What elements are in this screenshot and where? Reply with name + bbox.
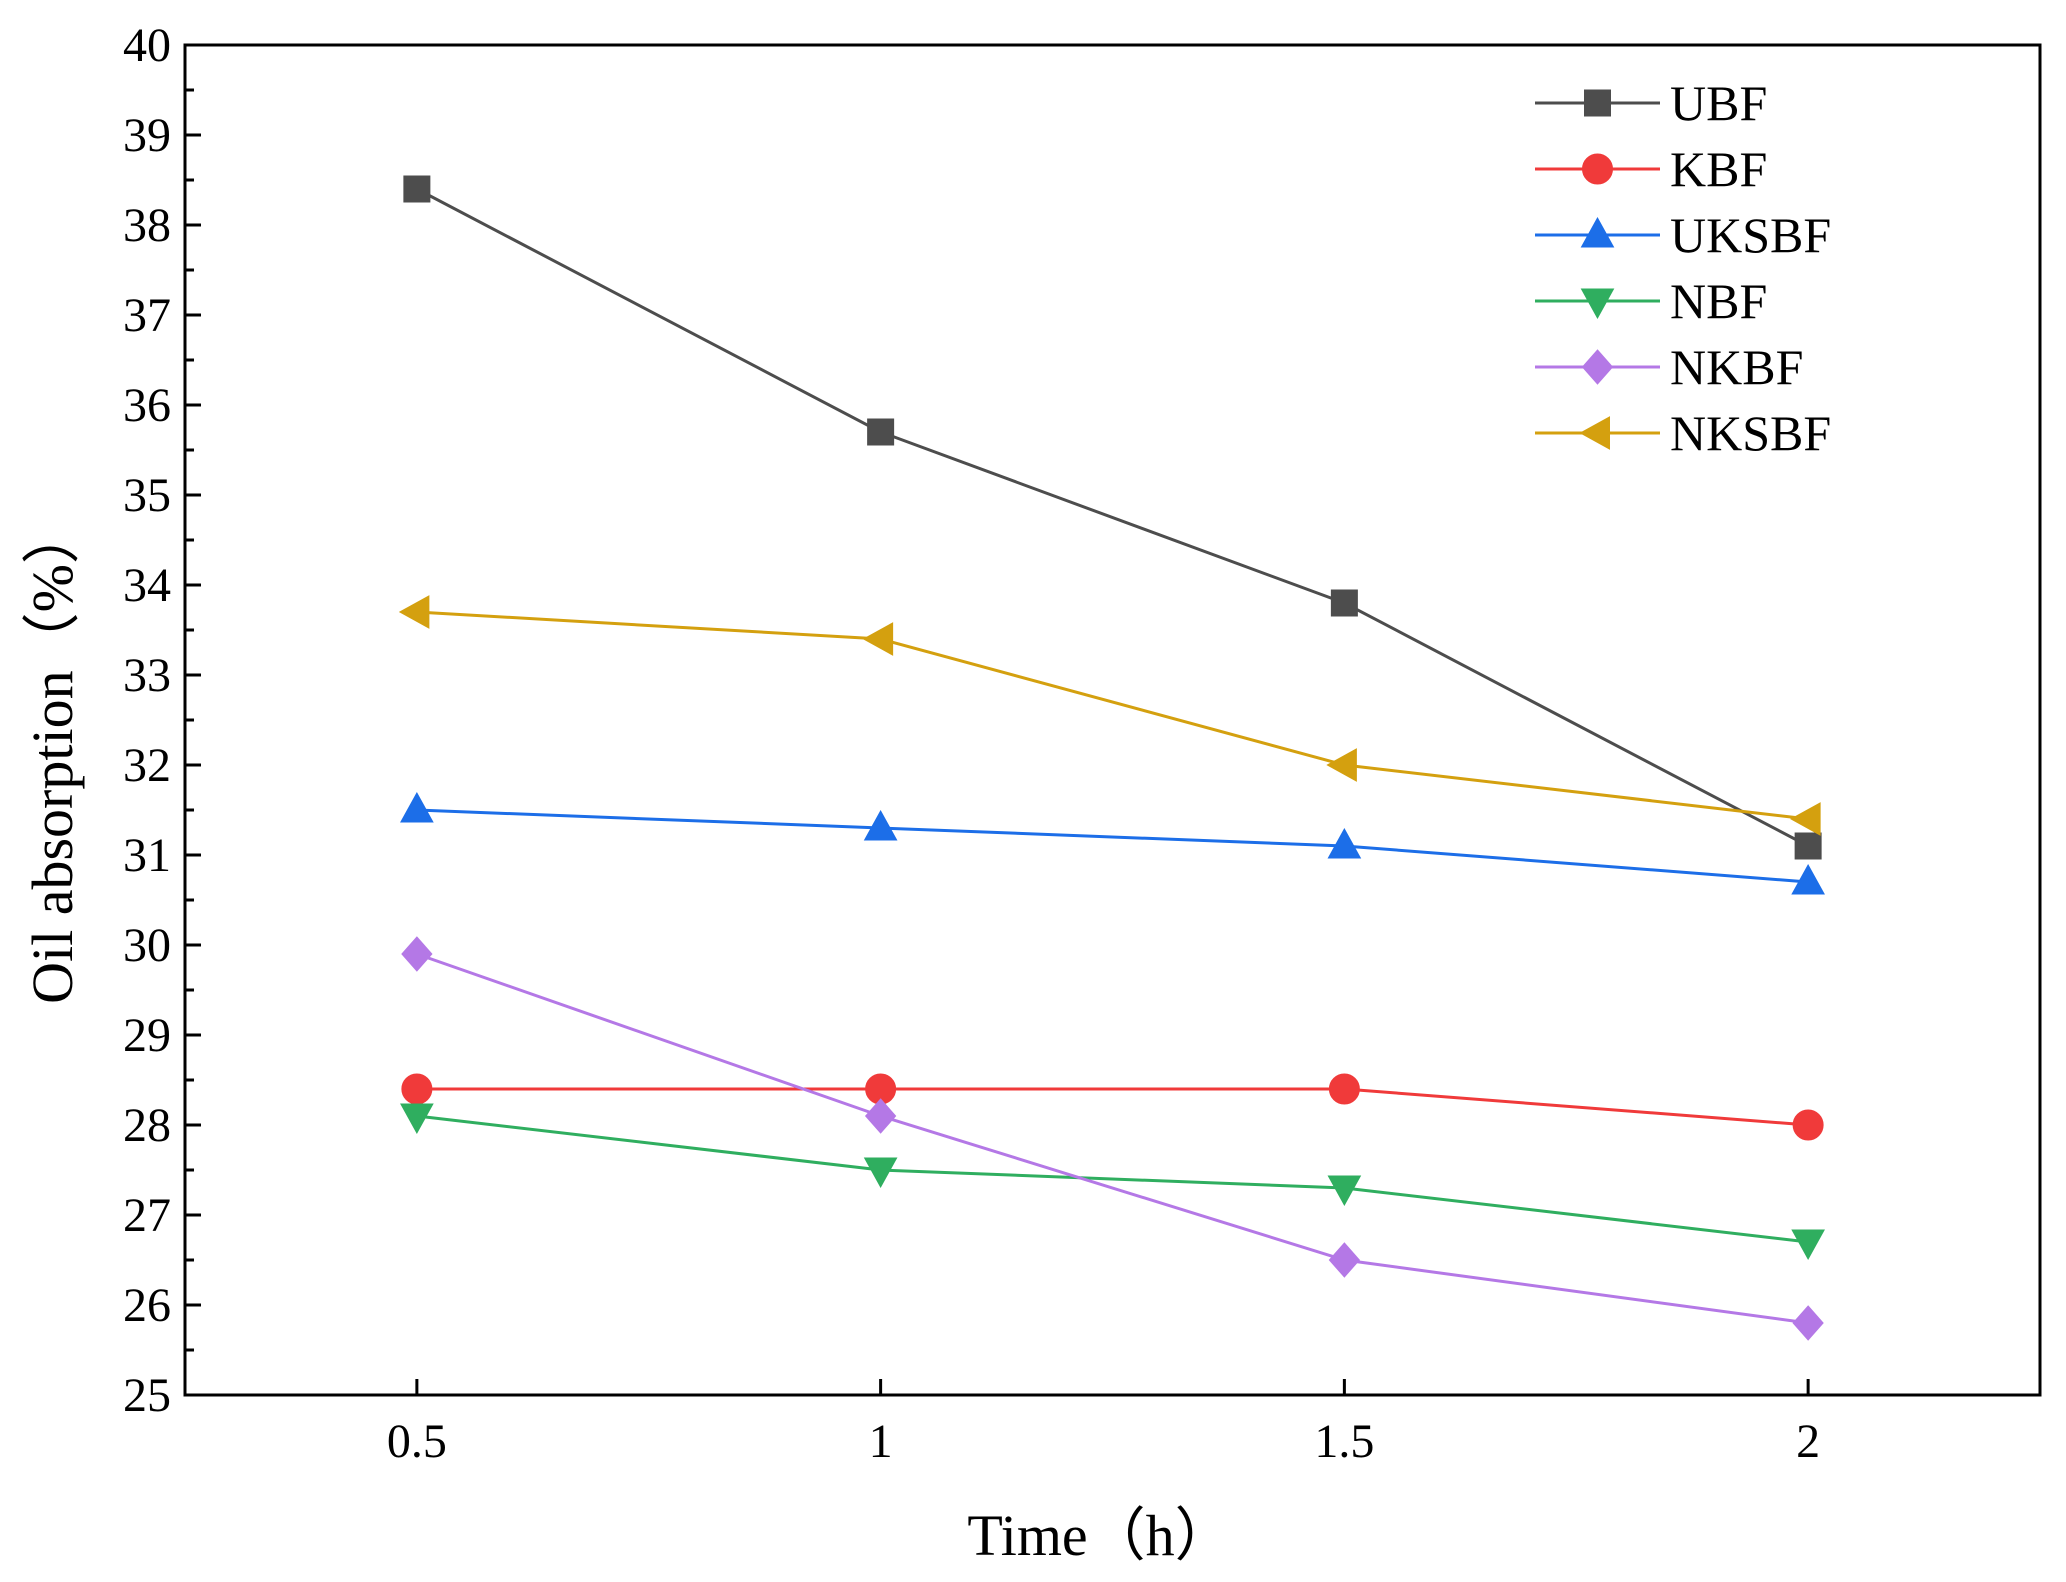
data-point-kbf	[1328, 1073, 1360, 1105]
data-point-nkbf	[864, 1098, 897, 1134]
y-tick-label: 29	[123, 1009, 171, 1062]
series-line-kbf	[416, 1087, 1809, 1127]
legend-label-ubf: UBF	[1670, 75, 1767, 131]
data-point-nkbf	[401, 936, 433, 972]
data-point-nbf	[400, 1103, 434, 1135]
series-line-uksbf	[416, 808, 1809, 884]
data-point-nksbf	[1326, 748, 1357, 782]
y-tick-label: 35	[123, 469, 171, 522]
series-line-nkbf	[416, 952, 1809, 1325]
legend-label-nksbf: NKSBF	[1670, 405, 1831, 461]
legend-marker-ubf	[1584, 89, 1611, 117]
legend-label-kbf: KBF	[1670, 141, 1767, 197]
data-point-nksbf	[1790, 802, 1821, 836]
legend-marker-nbf	[1580, 288, 1615, 320]
legend-marker-uksbf	[1580, 216, 1615, 248]
x-axis-title: Time（h）	[967, 1503, 1232, 1568]
data-point-nksbf	[398, 595, 430, 629]
series-lines	[416, 187, 1809, 1325]
legend-label-uksbf: UKSBF	[1670, 207, 1831, 263]
y-tick-label: 33	[123, 649, 171, 702]
data-point-kbf	[401, 1073, 433, 1105]
x-tick-label: 0.5	[387, 1415, 447, 1468]
y-tick-label: 27	[123, 1189, 171, 1242]
series-markers	[398, 175, 1825, 1341]
legend-label-nkbf: NKBF	[1670, 339, 1803, 395]
series-line-nbf	[416, 1114, 1809, 1244]
data-point-nkbf	[1792, 1305, 1824, 1341]
y-tick-label: 32	[123, 739, 171, 792]
x-axis-ticks: 0.5 1 1.5 2	[387, 1379, 1820, 1468]
y-tick-label: 34	[123, 559, 171, 612]
data-point-ubf	[403, 175, 431, 203]
y-tick-label: 39	[123, 109, 171, 162]
data-point-uksbf	[400, 791, 434, 823]
data-point-nbf	[1327, 1175, 1362, 1207]
data-point-uksbf	[863, 809, 898, 841]
data-point-uksbf	[1327, 827, 1362, 859]
data-point-uksbf	[1791, 863, 1825, 895]
data-point-nkbf	[1328, 1242, 1361, 1278]
legend: UBF KBF UKSBF NBF NKBF NKSBF	[1535, 75, 1831, 461]
y-tick-label: 38	[123, 199, 171, 252]
y-tick-label: 40	[123, 19, 171, 72]
y-tick-label: 25	[123, 1369, 171, 1422]
data-point-ubf	[1794, 832, 1822, 860]
series-line-nksbf	[416, 610, 1809, 821]
data-point-ubf	[1330, 589, 1358, 617]
legend-marker-kbf	[1582, 153, 1613, 185]
y-tick-label: 36	[123, 379, 171, 432]
x-tick-label: 1	[869, 1415, 893, 1468]
data-point-nksbf	[862, 622, 894, 656]
data-point-kbf	[1792, 1109, 1824, 1141]
legend-marker-nksbf	[1579, 416, 1610, 450]
y-tick-label: 30	[123, 919, 171, 972]
y-tick-label: 37	[123, 289, 171, 342]
y-axis-title: Oil absorption（%）	[20, 506, 85, 1004]
data-point-ubf	[867, 418, 895, 446]
y-tick-label: 26	[123, 1279, 171, 1332]
y-axis-ticks: 25 26 27 28 29 30 31 32 33 34 35 36 37 38 39 40	[123, 19, 201, 1422]
x-tick-label: 1.5	[1314, 1415, 1374, 1468]
y-tick-label: 28	[123, 1099, 171, 1152]
y-tick-label: 31	[123, 829, 171, 882]
x-tick-label: 2	[1796, 1415, 1820, 1468]
legend-label-nbf: NBF	[1670, 273, 1767, 329]
series-line-ubf	[416, 187, 1809, 848]
data-point-nbf	[1791, 1229, 1825, 1261]
legend-marker-nkbf	[1581, 349, 1614, 385]
data-point-nbf	[863, 1157, 898, 1189]
